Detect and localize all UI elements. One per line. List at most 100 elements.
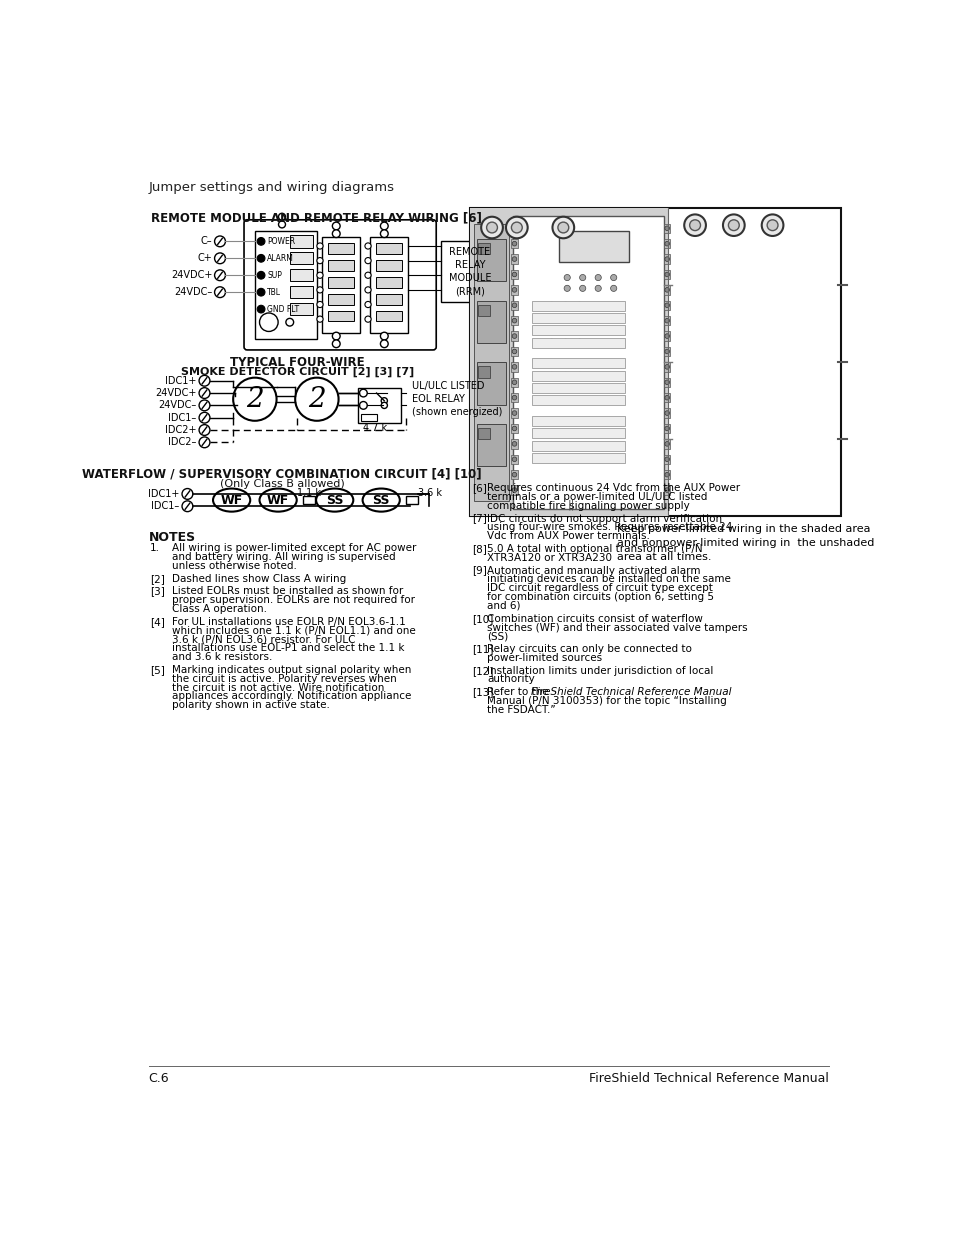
Circle shape: [512, 303, 517, 308]
Text: [2]: [2]: [150, 573, 165, 584]
Circle shape: [595, 274, 600, 280]
Bar: [476, 424, 505, 466]
Text: 24VDC–: 24VDC–: [173, 288, 212, 298]
Bar: [477, 243, 489, 254]
Circle shape: [257, 288, 265, 296]
Text: and 6): and 6): [487, 601, 520, 611]
Circle shape: [278, 221, 285, 228]
Text: All wiring is power-limited except for AC power: All wiring is power-limited except for A…: [172, 543, 416, 553]
Bar: [476, 240, 505, 282]
Bar: [511, 300, 517, 310]
Bar: [663, 270, 670, 279]
Text: Class A operation.: Class A operation.: [172, 604, 267, 614]
Bar: [328, 311, 354, 321]
Text: Dashed lines show Class A wiring: Dashed lines show Class A wiring: [172, 573, 346, 584]
Circle shape: [562, 359, 568, 366]
Circle shape: [294, 378, 338, 421]
Bar: [470, 209, 667, 516]
Bar: [511, 240, 517, 248]
Bar: [474, 224, 509, 501]
Circle shape: [199, 375, 210, 387]
Bar: [511, 378, 517, 387]
Text: [13]: [13]: [472, 687, 493, 698]
Bar: [290, 287, 313, 299]
Circle shape: [380, 222, 388, 230]
Text: SUP: SUP: [267, 270, 282, 280]
Text: 4.7 k: 4.7 k: [362, 424, 387, 433]
Bar: [663, 285, 670, 294]
Circle shape: [728, 220, 739, 231]
Text: which includes one 1.1 k (P/N EOL1.1) and one: which includes one 1.1 k (P/N EOL1.1) an…: [172, 626, 416, 636]
Bar: [290, 269, 313, 282]
Bar: [532, 383, 624, 393]
Text: 3.6 k: 3.6 k: [417, 488, 441, 498]
Circle shape: [199, 400, 210, 411]
Text: [9]: [9]: [472, 566, 486, 576]
Text: compatible fire signaling power supply: compatible fire signaling power supply: [487, 501, 689, 511]
Circle shape: [381, 403, 387, 409]
Circle shape: [380, 340, 388, 347]
Bar: [663, 409, 670, 417]
Circle shape: [664, 241, 669, 246]
Bar: [511, 270, 517, 279]
Circle shape: [332, 222, 340, 230]
Bar: [290, 303, 313, 315]
Bar: [254, 231, 316, 340]
Text: FireShield Technical Reference Manual: FireShield Technical Reference Manual: [589, 1072, 828, 1086]
Text: the FSDACT.”: the FSDACT.”: [487, 705, 556, 715]
Circle shape: [760, 215, 782, 236]
Text: [6]: [6]: [472, 483, 486, 493]
Text: XTR3A120 or XTR3A230: XTR3A120 or XTR3A230: [487, 553, 612, 563]
Text: using four-wire smokes. Requires resettable 24: using four-wire smokes. Requires resetta…: [487, 522, 732, 532]
Circle shape: [316, 258, 323, 264]
Circle shape: [562, 430, 568, 436]
Bar: [663, 347, 670, 356]
Circle shape: [664, 472, 669, 477]
Circle shape: [512, 442, 517, 446]
Circle shape: [365, 316, 371, 322]
Circle shape: [365, 287, 371, 293]
Circle shape: [214, 236, 225, 247]
Circle shape: [548, 442, 555, 448]
Bar: [511, 362, 517, 372]
Bar: [328, 259, 354, 270]
Bar: [511, 440, 517, 448]
Circle shape: [664, 380, 669, 384]
Circle shape: [512, 457, 517, 462]
Bar: [369, 237, 408, 333]
Bar: [477, 366, 489, 378]
Circle shape: [562, 327, 568, 333]
Text: polarity shown in active state.: polarity shown in active state.: [172, 700, 330, 710]
Circle shape: [664, 395, 669, 400]
Circle shape: [664, 333, 669, 338]
Text: IDC1+: IDC1+: [165, 375, 196, 385]
Text: TYPICAL FOUR-WIRE: TYPICAL FOUR-WIRE: [230, 356, 364, 369]
Circle shape: [380, 230, 388, 237]
Bar: [511, 331, 517, 341]
Circle shape: [562, 303, 568, 309]
Circle shape: [562, 340, 568, 346]
Circle shape: [359, 389, 367, 396]
Circle shape: [664, 411, 669, 415]
Bar: [663, 300, 670, 310]
Circle shape: [380, 332, 388, 340]
Bar: [663, 485, 670, 495]
Ellipse shape: [213, 489, 250, 511]
Text: [10]: [10]: [472, 614, 493, 624]
Text: [3]: [3]: [150, 587, 165, 597]
Bar: [511, 254, 517, 264]
Circle shape: [664, 364, 669, 369]
Circle shape: [558, 222, 568, 233]
Text: Marking indicates output signal polarity when: Marking indicates output signal polarity…: [172, 664, 411, 674]
Text: 1.: 1.: [150, 543, 160, 553]
Bar: [532, 312, 624, 324]
Bar: [663, 224, 670, 233]
Text: Requires continuous 24 Vdc from the AUX Power: Requires continuous 24 Vdc from the AUX …: [487, 483, 740, 493]
Circle shape: [664, 226, 669, 231]
Bar: [663, 362, 670, 372]
Circle shape: [512, 488, 517, 493]
Text: C–: C–: [200, 236, 212, 246]
Circle shape: [563, 274, 570, 280]
Circle shape: [512, 257, 517, 262]
Text: C.6: C.6: [149, 1072, 169, 1086]
